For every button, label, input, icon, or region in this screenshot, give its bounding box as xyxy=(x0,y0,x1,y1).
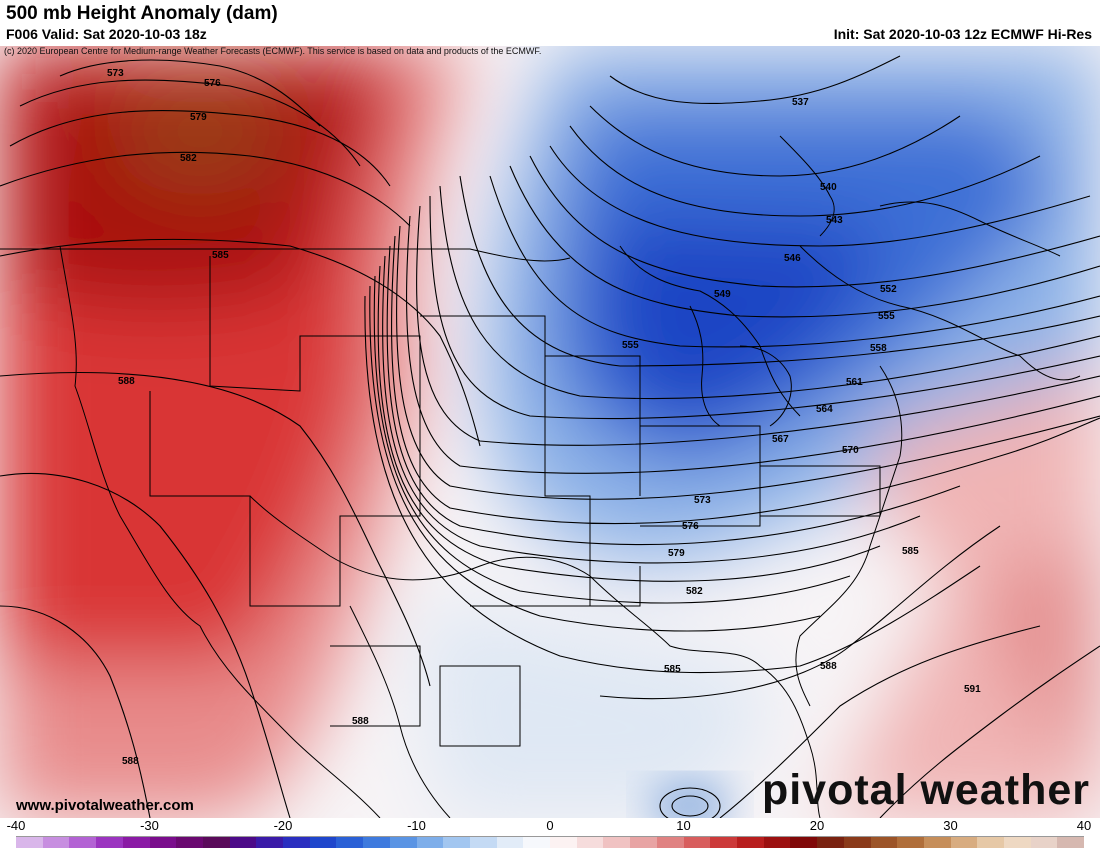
anomaly-shading xyxy=(0,46,1100,818)
height-contours xyxy=(0,55,1100,818)
colorbar-swatch xyxy=(523,837,551,848)
colorbar-swatch xyxy=(897,837,924,848)
colorbar-swatch xyxy=(843,837,871,848)
colorbar-tick-label: -30 xyxy=(140,818,159,833)
map-title: 500 mb Height Anomaly (dam) xyxy=(6,3,278,24)
brand-logo: pivotal weather xyxy=(761,766,1090,814)
colorbar-swatch xyxy=(1030,837,1058,848)
colorbar-swatch xyxy=(69,837,97,848)
colorbar-swatch xyxy=(336,837,364,848)
contour-label: 549 xyxy=(714,289,731,300)
colorbar-tick-label: 20 xyxy=(809,818,825,833)
colorbar-swatch xyxy=(309,837,337,848)
contour-label: 588 xyxy=(118,376,135,387)
header-bar: 500 mb Height Anomaly (dam) F006 Valid: … xyxy=(0,0,1100,46)
colorbar-swatch xyxy=(576,837,604,848)
colorbar-ticks: -40 -30 -20 -10 0 10 20 30 40 xyxy=(0,818,1100,834)
colorbar-swatch xyxy=(817,837,844,848)
colorbar-swatch xyxy=(1057,837,1085,848)
colorbar-swatch xyxy=(229,837,257,848)
contour-label: 579 xyxy=(190,112,207,123)
colorbar-tick-label: 10 xyxy=(676,818,691,833)
colorbar-swatch xyxy=(16,837,43,848)
colorbar-swatch xyxy=(710,837,737,848)
contour-label: 561 xyxy=(846,377,863,388)
contour-label: 585 xyxy=(902,546,919,557)
contour-label: 558 xyxy=(870,343,887,354)
valid-time: F006 Valid: Sat 2020-10-03 18z xyxy=(6,26,207,42)
colorbar-tick-label: 40 xyxy=(1076,818,1092,833)
colorbar-swatch xyxy=(42,837,70,848)
colorbar-tick-label: -40 xyxy=(6,818,26,833)
contour-label: 570 xyxy=(842,445,859,456)
colorbar xyxy=(16,836,1085,848)
contour-label: 567 xyxy=(772,434,789,445)
contour-label: 543 xyxy=(826,215,843,226)
colorbar-swatch xyxy=(122,837,150,848)
copyright-notice: (c) 2020 European Centre for Medium-rang… xyxy=(4,46,542,56)
colorbar-swatch xyxy=(443,837,470,848)
contour-label: 588 xyxy=(820,661,837,672)
colorbar-swatch xyxy=(683,837,711,848)
colorbar-tick-label: -10 xyxy=(407,818,426,833)
colorbar-swatch xyxy=(1004,837,1031,848)
colorbar-swatch xyxy=(176,837,203,848)
colorbar-swatch xyxy=(283,837,310,848)
contour-label: 585 xyxy=(212,250,229,261)
colorbar-tick-label: -20 xyxy=(273,818,293,833)
colorbar-swatch xyxy=(256,837,284,848)
colorbar-swatch xyxy=(656,837,684,848)
colorbar-swatch xyxy=(923,837,951,848)
colorbar-tick-label: 0 xyxy=(546,818,554,833)
contour-label: 588 xyxy=(122,756,139,767)
contour-label: 540 xyxy=(820,182,837,193)
contour-label: 573 xyxy=(694,495,711,506)
contour-label: 582 xyxy=(686,586,703,597)
colorbar-swatch xyxy=(630,837,657,848)
colorbar-swatch xyxy=(870,837,898,848)
contour-label: 585 xyxy=(664,664,681,675)
contour-label: 564 xyxy=(816,404,833,415)
contour-label: 579 xyxy=(668,548,685,559)
colorbar-swatch xyxy=(96,837,123,848)
anomaly-map[interactable]: 573 576 579 582 585 588 537 540 543 546 … xyxy=(0,46,1100,818)
boundary-lines xyxy=(0,135,1081,818)
colorbar-swatch xyxy=(149,837,177,848)
colorbar-tick-label: 30 xyxy=(943,818,958,833)
contour-label: 582 xyxy=(180,153,197,164)
contour-label: 588 xyxy=(352,716,369,727)
contour-label: 552 xyxy=(880,284,897,295)
colorbar-swatch xyxy=(496,837,524,848)
colorbar-swatch xyxy=(977,837,1005,848)
colorbar-swatch xyxy=(763,837,791,848)
colorbar-swatch xyxy=(790,837,818,848)
colorbar-swatch xyxy=(603,837,631,848)
colorbar-swatch xyxy=(389,837,417,848)
colorbar-swatch xyxy=(469,837,497,848)
colorbar-swatch xyxy=(736,837,764,848)
contour-label: 591 xyxy=(964,684,981,695)
map-svg: 573 576 579 582 585 588 537 540 543 546 … xyxy=(0,46,1100,818)
colorbar-swatch xyxy=(550,837,577,848)
contour-label: 576 xyxy=(682,521,699,532)
contour-labels: 573 576 579 582 585 588 537 540 543 546 … xyxy=(107,68,981,767)
contour-label: 537 xyxy=(792,97,809,108)
website-url: www.pivotalweather.com xyxy=(16,797,194,814)
contour-label: 573 xyxy=(107,68,124,79)
contour-label: 576 xyxy=(204,78,221,89)
colorbar-swatch xyxy=(363,837,390,848)
init-time: Init: Sat 2020-10-03 12z ECMWF Hi-Res xyxy=(833,26,1092,42)
colorbar-swatch xyxy=(416,837,444,848)
contour-label: 555 xyxy=(622,340,639,351)
colorbar-swatch xyxy=(950,837,978,848)
contour-label: 555 xyxy=(878,311,895,322)
colorbar-swatch xyxy=(202,837,230,848)
contour-label: 546 xyxy=(784,253,801,264)
